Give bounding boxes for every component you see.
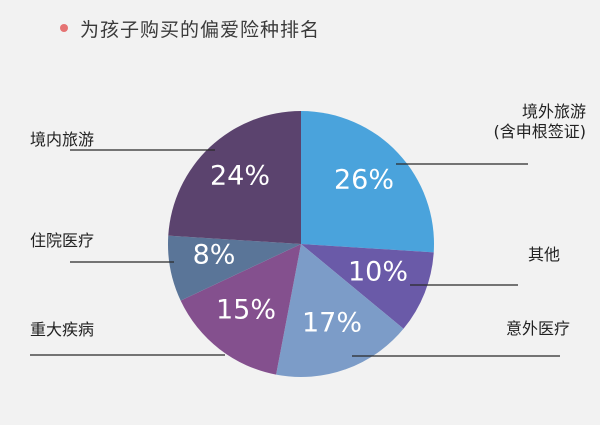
slice-label-accident-medical: 意外医疗: [506, 319, 571, 338]
pie-slice-overseas-travel: [301, 111, 434, 253]
title-bullet: [60, 24, 68, 32]
data-label-critical-illness: 15%: [216, 295, 276, 326]
pie-slice-critical-illness: [180, 244, 301, 375]
pie-slice-inpatient-medical: [168, 235, 301, 301]
data-label-other: 10%: [348, 257, 408, 288]
chart-title: 为孩子购买的偏爱险种排名: [80, 18, 321, 41]
slice-label-line: 境外旅游: [521, 102, 586, 121]
slice-label-overseas-travel: 境外旅游 (含申根签证): [494, 102, 587, 142]
pie-slice-other: [301, 244, 434, 329]
slice-label-line: (含申根签证): [493, 122, 587, 141]
slice-label-inpatient-medical: 住院医疗: [30, 231, 95, 250]
slice-label-critical-illness: 重大疾病: [30, 320, 95, 339]
pie-slice-domestic-travel: [168, 111, 301, 244]
data-label-overseas-travel: 26%: [334, 165, 394, 196]
data-label-accident-medical: 17%: [302, 308, 362, 339]
data-label-inpatient-medical: 8%: [193, 240, 236, 271]
slice-label-domestic-travel: 境内旅游: [30, 130, 95, 149]
slice-label-other: 其他: [528, 245, 561, 264]
chart-title-row: 为孩子购买的偏爱险种排名: [60, 14, 320, 42]
pie-slice-accident-medical: [276, 244, 404, 377]
data-label-domestic-travel: 24%: [210, 161, 270, 192]
